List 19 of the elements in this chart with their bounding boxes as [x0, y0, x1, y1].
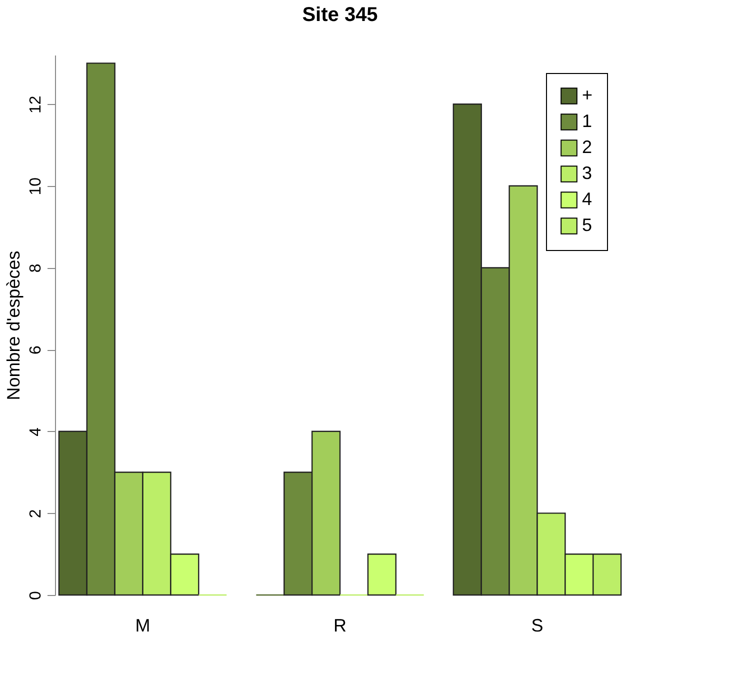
legend-label: 2 — [582, 137, 592, 157]
x-tick-label: M — [135, 616, 150, 636]
x-tick-label: S — [531, 616, 544, 636]
y-tick-label: 2 — [28, 509, 44, 518]
legend-label: 4 — [582, 189, 592, 209]
y-axis-title: Nombre d'espèces — [4, 250, 24, 400]
y-tick-label: 6 — [28, 346, 44, 354]
chart-title: Site 345 — [302, 4, 378, 26]
x-tick-label: R — [334, 616, 346, 636]
bar — [367, 553, 396, 596]
y-tick-label: 8 — [28, 264, 44, 273]
y-tick-label: 4 — [28, 427, 44, 436]
legend-label: 5 — [582, 215, 592, 235]
y-tick-label: 0 — [28, 590, 44, 600]
y-tick-label: 10 — [28, 177, 44, 196]
legend-label: 3 — [582, 163, 592, 183]
legend-label: 1 — [582, 111, 592, 131]
legend-label: + — [582, 85, 593, 105]
y-tick-label: 12 — [28, 96, 44, 114]
